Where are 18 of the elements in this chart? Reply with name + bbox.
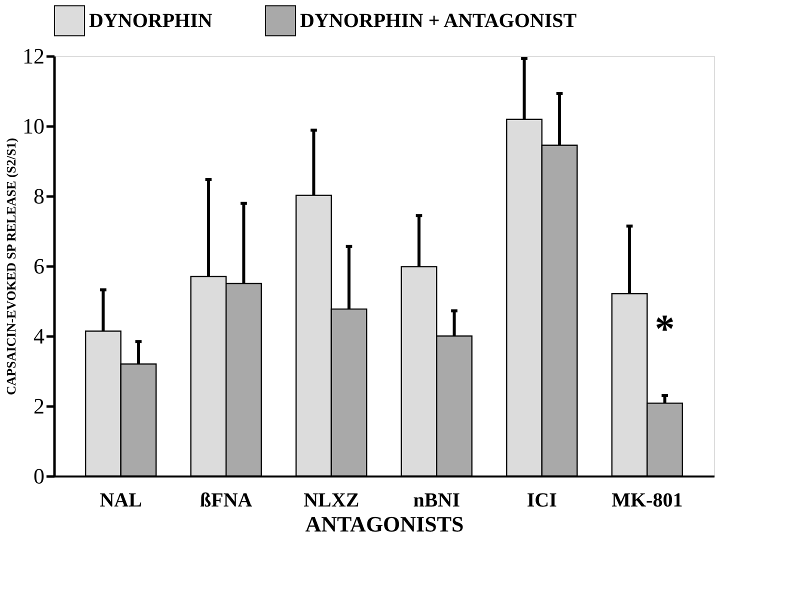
y-tick-label: 8 (34, 184, 44, 208)
y-tick-label: 10 (22, 114, 44, 138)
legend-label: DYNORPHIN (89, 10, 213, 32)
y-tick-label: 6 (34, 254, 44, 278)
x-tick-label: ICI (526, 490, 558, 512)
x-tick-label: ßFNA (200, 490, 253, 512)
y-tick-label: 4 (34, 324, 44, 348)
x-tick-label: nBNI (413, 490, 460, 512)
legend-label: DYNORPHIN + ANTAGONIST (300, 10, 578, 32)
x-tick-label: MK-801 (612, 490, 683, 512)
x-tick-label: NLXZ (304, 490, 360, 512)
y-tick-label: 2 (34, 394, 44, 418)
y-tick-label: 12 (22, 44, 44, 68)
y-axis-title: CAPSAICIN-EVOKED SP RELEASE (S2/S1) (4, 138, 18, 396)
annotation: * (654, 306, 675, 351)
x-tick-label: NAL (100, 490, 142, 512)
x-axis-title: ANTAGONISTS (305, 512, 464, 536)
y-tick-label: 0 (34, 464, 44, 488)
